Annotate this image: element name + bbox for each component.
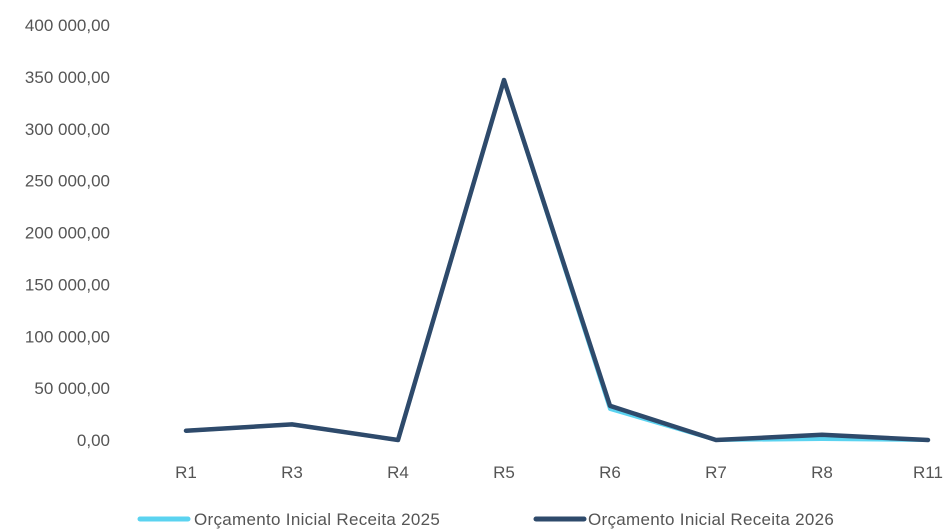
x-tick-label: R1 (175, 463, 197, 482)
y-tick-label: 50 000,00 (34, 379, 110, 398)
legend: Orçamento Inicial Receita 2025 Orçamento … (137, 510, 834, 529)
legend-label-1: Orçamento Inicial Receita 2025 (194, 510, 440, 529)
y-tick-label: 150 000,00 (25, 275, 110, 294)
x-axis: R1 R3 R4 R5 R6 R7 R8 R11 (175, 463, 943, 482)
series-line-1 (184, 78, 930, 442)
x-tick-label: R8 (811, 463, 833, 482)
x-tick-label: R6 (599, 463, 621, 482)
x-tick-label: R4 (387, 463, 409, 482)
series-line-2 (183, 77, 931, 443)
y-tick-label: 200 000,00 (25, 224, 110, 243)
y-tick-label: 250 000,00 (25, 172, 110, 191)
y-tick-label: 350 000,00 (25, 68, 110, 87)
x-tick-label: R3 (281, 463, 303, 482)
y-tick-label: 100 000,00 (25, 327, 110, 346)
y-tick-label: 300 000,00 (25, 120, 110, 139)
y-tick-label: 400 000,00 (25, 16, 110, 35)
x-tick-label: R5 (493, 463, 515, 482)
x-tick-label: R7 (705, 463, 727, 482)
legend-label-2: Orçamento Inicial Receita 2026 (588, 510, 834, 529)
series-layer (183, 77, 931, 443)
y-axis: 0,00 50 000,00 100 000,00 150 000,00 200 000… (25, 16, 110, 450)
x-tick-label: R11 (913, 463, 943, 482)
y-tick-label: 0,00 (77, 431, 110, 450)
